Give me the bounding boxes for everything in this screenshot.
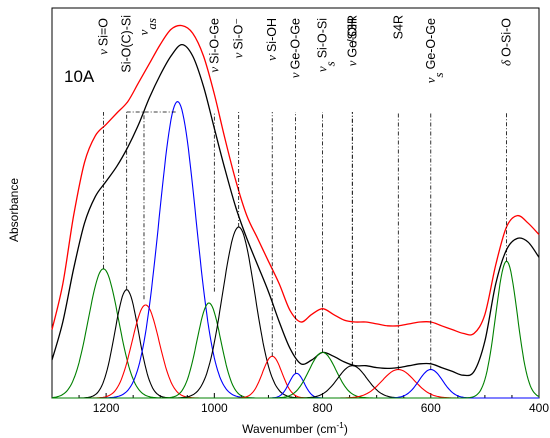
annotation-label: S4R [391,15,405,39]
gaussian-band [52,372,539,399]
annotation-text: Si-O-Ge [207,18,221,64]
annotation-symbol: ν [264,55,279,61]
annotation-symbol: ν [206,67,221,73]
annotation-symbol: ν [136,29,151,35]
annotation-text: Ge-O-Ge [424,18,438,69]
annotation-label: νs Ge-O-Ge [423,18,446,83]
panel-label: 10A [64,67,95,86]
x-tick-label: 400 [529,401,549,415]
x-tick-label: 1000 [201,401,228,415]
annotation-label: /S3R [345,15,359,43]
annotation-text: Si-OH [265,18,279,52]
annotation-label: δ O-Si-O [499,18,514,66]
envelope-curve-red [51,24,540,336]
annotation-symbol: ν [231,52,246,58]
gaussian-band [52,260,540,399]
annotation-label: ν Ge-OH [344,18,359,66]
x-tick-label: 800 [313,401,333,415]
annotation-symbol: ν [288,72,303,78]
annotation-label: Si-O(C)-Si [120,15,134,73]
annotation-text: /S3R [345,15,359,43]
annotation-text: S4R [391,15,405,39]
annotation-label: ν Si-O⁻ [231,18,246,58]
annotation-label: ν Ge-O-Ge [288,18,303,78]
annotation-text: Si-O⁻ [232,18,246,50]
annotation-label: νs Si-O-Si [315,18,338,72]
annotation-text: Si-O(C)-Si [120,15,134,73]
annotation-symbol: ν [344,60,359,66]
y-axis-title: Absorbance [7,178,21,242]
annotation-symbol: ν [315,66,330,72]
annotation-symbol: δ [499,59,514,66]
x-axis-title-main: Wavenumber (cm [242,422,336,436]
annotation-text: Si-O-Si [316,18,330,58]
x-tick-label: 600 [421,401,441,415]
annotation-symbol: ν [423,77,438,83]
annotation-text: Ge-O-Ge [289,18,303,69]
x-axis-title-tail: ) [344,422,348,436]
annotation-text: Ge-OH [345,18,359,58]
x-axis-title-sup: -1 [336,420,344,430]
annotation-text: Si=O [96,18,110,46]
annotation-subscript: as [144,18,159,30]
x-axis-title: Wavenumber (cm-1) [242,420,348,436]
annotation-label: ν Si=O [95,18,110,55]
annotation-subscript: s [322,61,337,66]
annotation-label: ν Si-O-Ge [206,18,221,73]
annotation-subscript: s [430,72,445,77]
annotation-label: νas [136,18,159,35]
annotation-symbol: ν [95,49,110,55]
series-layer [51,24,540,399]
annotation-label: ν Si-OH [264,18,279,61]
annotation-text: O-Si-O [500,18,514,57]
x-tick-label: 1200 [93,401,120,415]
